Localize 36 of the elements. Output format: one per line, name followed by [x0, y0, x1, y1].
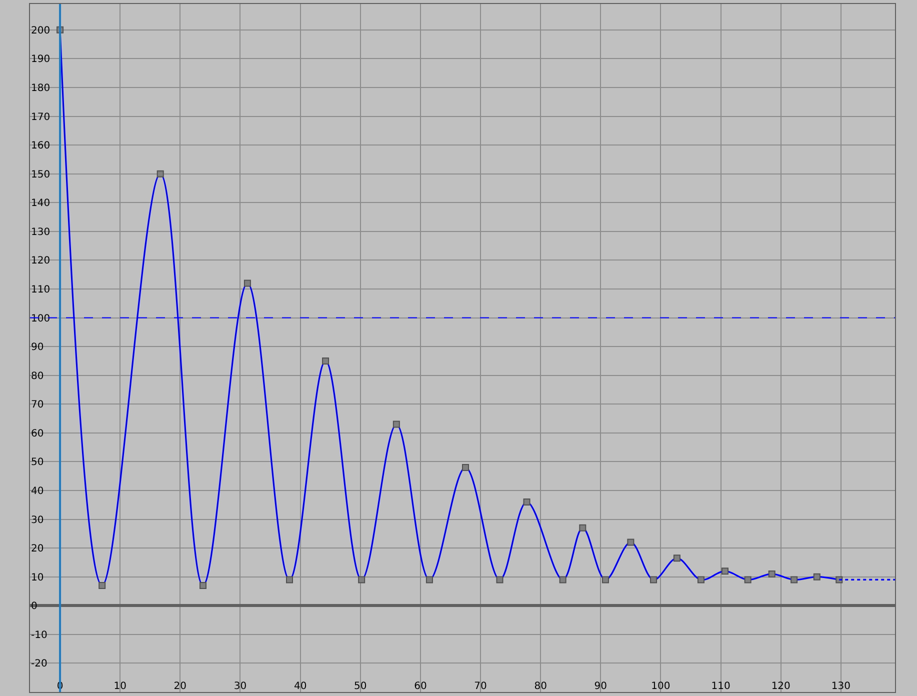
y-tick-label: 200: [31, 25, 50, 36]
x-tick-label: 40: [294, 681, 307, 692]
y-tick-label: 130: [31, 226, 50, 238]
y-tick-label: 160: [31, 140, 50, 152]
y-tick-label: 0: [31, 601, 38, 612]
y-tick-label: 80: [31, 370, 44, 382]
x-tick-label: 90: [594, 681, 608, 692]
y-tick-label: 20: [31, 544, 44, 555]
x-tick-label: 10: [114, 681, 126, 692]
x-tick-label: 110: [711, 681, 730, 692]
y-tick-label: 40: [31, 486, 44, 497]
x-tick-label: 70: [474, 681, 487, 692]
y-tick-label: 10: [31, 572, 44, 584]
y-tick-label: 60: [31, 428, 44, 440]
x-tick-label: 50: [354, 681, 367, 692]
x-tick-label: 20: [174, 681, 187, 692]
y-tick-label: 110: [31, 284, 50, 296]
x-tick-label: 60: [414, 681, 427, 692]
x-tick-label: 80: [534, 681, 547, 692]
y-tick-label: 170: [31, 112, 50, 123]
x-tick-label: 130: [831, 681, 850, 692]
x-tick-label: 30: [234, 681, 247, 692]
y-tick-label: 190: [31, 54, 50, 66]
y-tick-label: -10: [31, 630, 48, 641]
y-tick-label: 120: [31, 256, 50, 267]
y-tick-label: 140: [31, 198, 50, 210]
y-tick-label: 50: [31, 457, 44, 468]
y-tick-label: -20: [31, 658, 48, 670]
y-tick-label: 70: [31, 400, 44, 411]
y-tick-label: 180: [31, 82, 50, 94]
y-tick-label: 30: [31, 514, 44, 526]
y-tick-label: 90: [31, 342, 44, 354]
y-tick-label: 100: [31, 313, 50, 324]
x-tick-label: 120: [771, 681, 790, 692]
x-tick-label: 100: [651, 681, 670, 692]
y-tick-label: 150: [31, 169, 50, 180]
